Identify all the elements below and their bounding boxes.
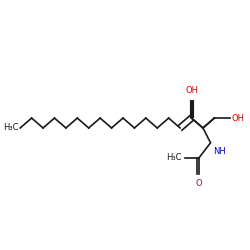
Text: OH: OH [185, 86, 198, 95]
Text: OH: OH [232, 114, 244, 122]
Text: NH: NH [214, 147, 226, 156]
Text: H₃C: H₃C [3, 124, 18, 132]
Text: H₃C: H₃C [166, 153, 182, 162]
Text: O: O [196, 180, 202, 188]
